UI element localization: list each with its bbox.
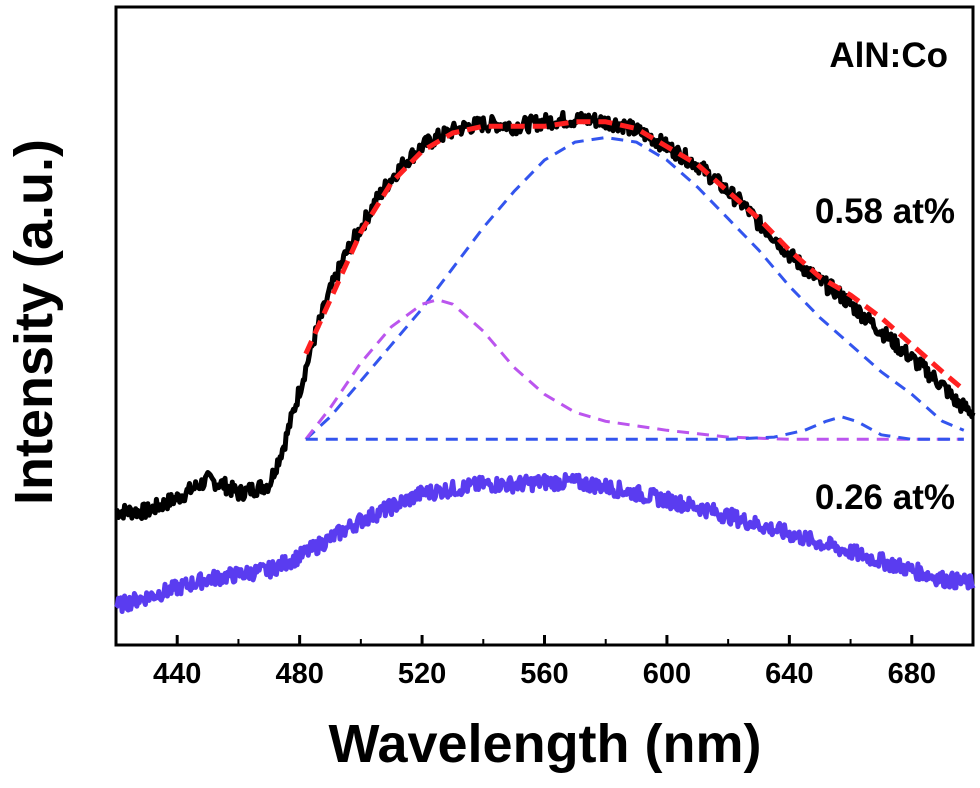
series-gaussian-peak-577-nm [304,136,965,441]
series-gaussian-peak-525-nm [304,298,964,441]
x-tick-label-560: 560 [520,658,568,690]
series-0-58-at-fit-cumulative [303,119,966,392]
x-tick-label-520: 520 [398,658,446,690]
annotation-high-concentration: 0.58 at% [815,192,955,231]
annotation-sample: AlN:Co [829,36,948,75]
series-0-58-at-measured [114,110,976,521]
x-axis-ticks: 440 480 520 560 600 640 680 [115,635,974,690]
x-tick-label-640: 640 [765,658,813,690]
x-tick-label-680: 680 [888,658,936,690]
x-axis-title: Wavelength (nm) [328,714,761,774]
x-tick-label-600: 600 [643,658,691,690]
y-axis-title: Intensity (a.u.) [4,139,64,505]
series-layer [114,110,976,614]
series-0-26-at-measured [114,472,976,614]
annotation-low-concentration: 0.26 at% [815,478,955,517]
x-tick-label-440: 440 [153,658,201,690]
x-tick-label-480: 480 [275,658,323,690]
series-gaussian-peak-657-nm [305,415,964,441]
